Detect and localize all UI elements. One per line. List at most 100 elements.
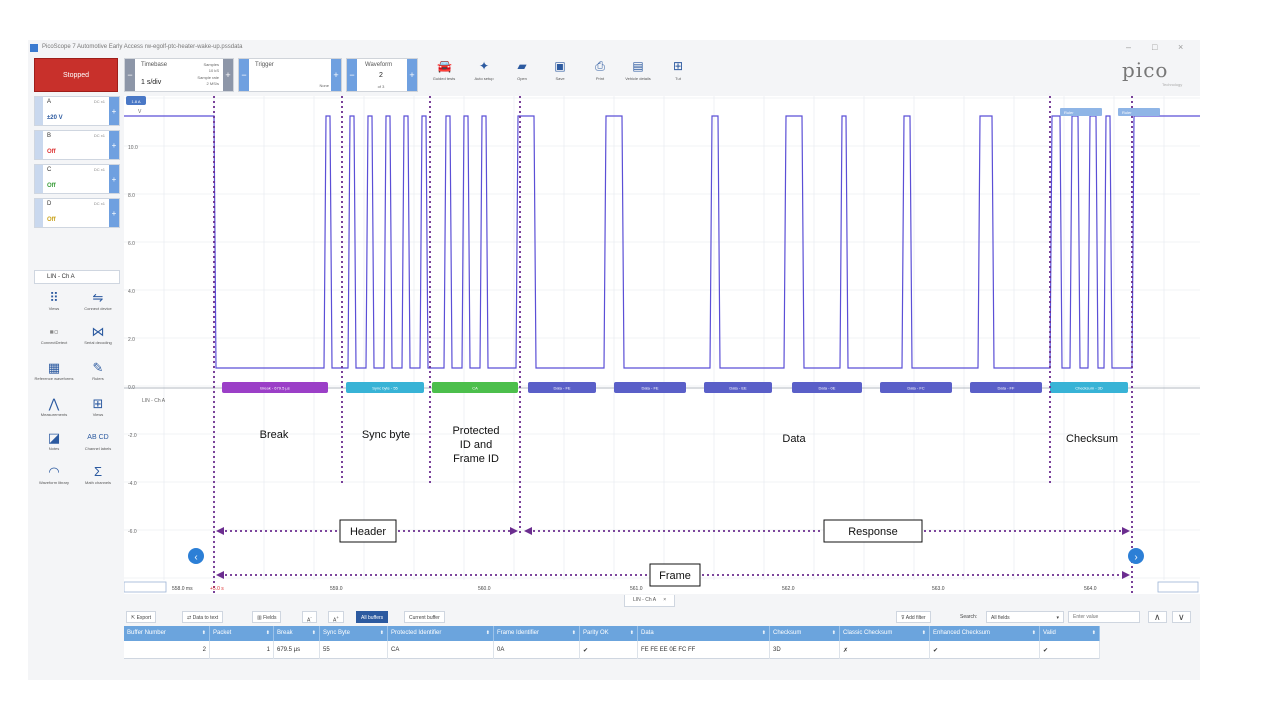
decode-segment[interactable] xyxy=(792,382,862,393)
save-button[interactable]: ▣ Save xyxy=(540,60,580,81)
channel-d-range-button[interactable]: + xyxy=(109,199,119,227)
all-buffers-button[interactable]: All buffers xyxy=(356,611,389,623)
maximize-button[interactable]: □ xyxy=(1152,42,1158,52)
decode-segment[interactable] xyxy=(222,382,328,393)
channel-c-control[interactable]: C DC x1 Off + xyxy=(34,164,120,194)
fields-button[interactable]: ▥ Fields xyxy=(252,611,282,623)
decode-segment[interactable] xyxy=(1050,382,1128,393)
measurements-button[interactable]: ⋀ Measurements xyxy=(34,396,74,417)
channel-d-control[interactable]: D DC x1 Off + xyxy=(34,198,120,228)
column-header[interactable]: Parity OK ⬍ xyxy=(580,626,638,641)
timebase-control[interactable]: − Timebase 1 s/div Samples 10 kS Sample … xyxy=(124,58,234,92)
search-next-button[interactable]: ∨ xyxy=(1172,611,1191,623)
waveform-control[interactable]: − Waveform 2 of 3 + xyxy=(346,58,418,92)
column-header[interactable]: Enhanced Checksum ⬍ xyxy=(930,626,1040,641)
sort-icon[interactable]: ⬍ xyxy=(629,630,634,636)
scroll-right-button[interactable] xyxy=(1128,548,1144,564)
waveform-previous-button[interactable]: − xyxy=(347,59,357,91)
decode-segment[interactable] xyxy=(528,382,596,393)
sort-icon[interactable]: ⬍ xyxy=(921,630,926,636)
timebase-decrease-button[interactable]: − xyxy=(125,59,135,91)
sort-icon[interactable]: ⬍ xyxy=(311,630,316,636)
vehicle-details-button[interactable]: ▤ Vehicle details xyxy=(618,60,658,81)
connect-device-button[interactable]: ⇋ Connect device xyxy=(78,290,118,311)
notes-button[interactable]: ◪ Notes xyxy=(34,430,74,451)
sort-icon[interactable]: ⬍ xyxy=(1031,630,1036,636)
serial-decoding-button[interactable]: ⋈ Serial decoding xyxy=(78,324,118,345)
channel-c-range-button[interactable]: + xyxy=(109,165,119,193)
waveform-library-button[interactable]: ◠ Waveform library xyxy=(34,464,74,485)
guided-tests-button[interactable]: 🚘 Guided tests xyxy=(424,60,464,81)
print-button[interactable]: ⎙ Print xyxy=(580,60,620,81)
channel-b-control[interactable]: B DC x1 Off + xyxy=(34,130,120,160)
sort-icon[interactable]: ⬍ xyxy=(265,630,270,636)
auto-setup-button[interactable]: ✦ Auto setup xyxy=(464,60,504,81)
column-header[interactable]: Packet ⬍ xyxy=(210,626,274,641)
zoom-overview-left[interactable] xyxy=(124,581,167,593)
sort-icon[interactable]: ⬍ xyxy=(761,630,766,636)
math-channels-button[interactable]: Σ Math channels xyxy=(78,464,118,485)
increase-font-button[interactable]: A+ xyxy=(328,611,344,624)
search-previous-button[interactable]: ∧ xyxy=(1148,611,1167,623)
trigger-increase-button[interactable]: + xyxy=(331,59,341,91)
sort-icon[interactable]: ⬍ xyxy=(571,630,576,636)
column-header[interactable]: Checksum ⬍ xyxy=(770,626,840,641)
column-header[interactable]: Valid ⬍ xyxy=(1040,626,1100,641)
column-header[interactable]: Buffer Number ⬍ xyxy=(124,626,210,641)
channel-labels-button[interactable]: AB CD Channel labels xyxy=(78,430,118,451)
tut-button[interactable]: ⊞ Tut xyxy=(658,60,698,81)
trigger-decrease-button[interactable]: − xyxy=(239,59,249,91)
run-stop-button[interactable]: Stopped xyxy=(34,58,118,92)
app-icon xyxy=(30,44,38,52)
column-header[interactable]: Sync Byte ⬍ xyxy=(320,626,388,641)
channel-a-range-button[interactable]: + xyxy=(109,97,119,125)
sort-icon[interactable]: ⬍ xyxy=(485,630,490,636)
sort-icon[interactable]: ⬍ xyxy=(1091,630,1096,636)
column-header[interactable]: Frame Identifier ⬍ xyxy=(494,626,580,641)
reference-waveforms-button[interactable]: ▦ Reference waveforms xyxy=(34,360,74,381)
channel-b-range-button[interactable]: + xyxy=(109,131,119,159)
add-filter-button[interactable]: ⊽ Add filter xyxy=(896,611,931,623)
decode-segment[interactable] xyxy=(704,382,772,393)
ruler-tag-2[interactable] xyxy=(1118,108,1160,116)
decode-segment[interactable] xyxy=(970,382,1042,393)
channel-a-control[interactable]: A DC x1 ±20 V + xyxy=(34,96,120,126)
lin-channel-control[interactable]: LIN - Ch A xyxy=(34,270,120,284)
column-header[interactable]: Protected Identifier ⬍ xyxy=(388,626,494,641)
channel-badge-bg[interactable] xyxy=(126,96,146,105)
decode-segment[interactable] xyxy=(880,382,952,393)
current-buffer-button[interactable]: Current buffer xyxy=(404,611,445,623)
export-button[interactable]: ⇱ Export xyxy=(126,611,157,623)
rulers-button[interactable]: ✎ Rulers xyxy=(78,360,118,381)
views-layout-button[interactable]: ⊞ Views xyxy=(78,396,118,417)
decrease-font-button[interactable]: A- xyxy=(302,611,317,624)
connect-detect-button[interactable]: ▪▫ ConnectDetect xyxy=(34,324,74,345)
close-button[interactable]: × xyxy=(1178,42,1184,52)
timebase-increase-button[interactable]: + xyxy=(223,59,233,91)
views-button[interactable]: ⠿ Views xyxy=(34,290,74,311)
open-button[interactable]: ▰ Open xyxy=(502,60,542,81)
decode-segment[interactable] xyxy=(614,382,686,393)
column-header[interactable]: Data ⬍ xyxy=(638,626,770,641)
scroll-left-button[interactable] xyxy=(188,548,204,564)
zoom-overview-right[interactable] xyxy=(1157,581,1199,593)
scope-view[interactable]: 1.8 A V 10.0 8.0 6.0 4.0 2.0 0.0 -2.0 -4… xyxy=(124,96,1200,594)
ruler-tag-1[interactable] xyxy=(1060,108,1102,116)
table-row[interactable]: 2 1 679.5 µs 55 CA 0A ✔ FE FE EE 0E FC FF 3D ✗ ✔ ✔ xyxy=(124,641,1100,659)
sort-icon[interactable]: ⬍ xyxy=(379,630,384,636)
minimize-button[interactable]: – xyxy=(1126,42,1132,52)
trigger-control[interactable]: − Trigger None + xyxy=(238,58,342,92)
close-tab-icon[interactable]: × xyxy=(663,597,667,603)
column-header[interactable]: Classic Checksum ⬍ xyxy=(840,626,930,641)
search-input[interactable] xyxy=(1068,611,1140,623)
search-scope-select[interactable]: All fields ▾ xyxy=(986,611,1064,623)
sort-icon[interactable]: ⬍ xyxy=(831,630,836,636)
dropdown-arrow-icon: ▾ xyxy=(1056,615,1059,621)
decode-segment[interactable] xyxy=(346,382,424,393)
data-to-text-button[interactable]: ⇄ Data to text xyxy=(182,611,224,623)
tab-lin-decoder[interactable]: LIN - Ch A × xyxy=(624,595,676,607)
decode-segment[interactable] xyxy=(432,382,518,393)
column-header[interactable]: Break ⬍ xyxy=(274,626,320,641)
waveform-next-button[interactable]: + xyxy=(407,59,417,91)
sort-icon[interactable]: ⬍ xyxy=(201,630,206,636)
